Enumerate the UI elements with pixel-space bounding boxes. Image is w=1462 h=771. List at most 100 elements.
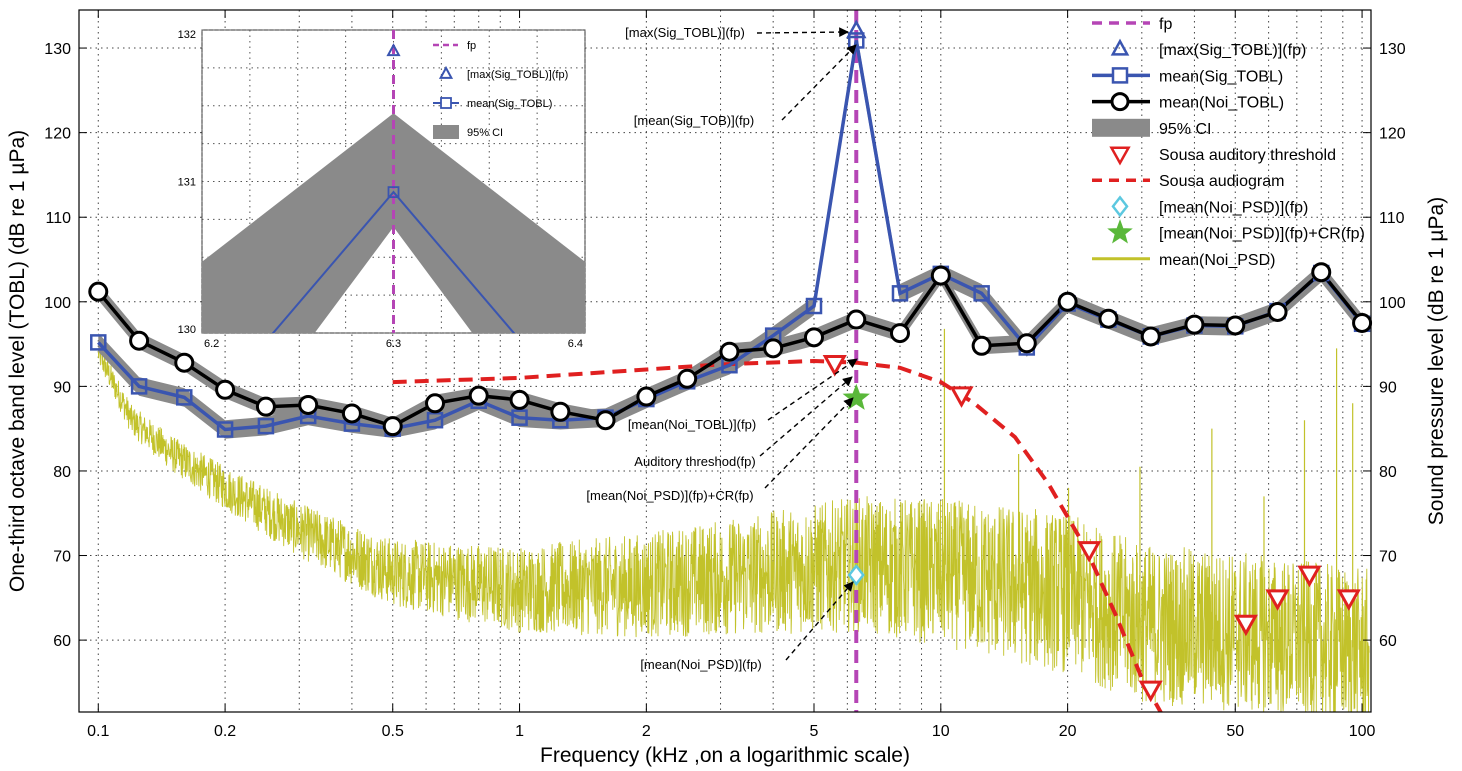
noise-point xyxy=(930,265,951,286)
threshold-point xyxy=(1138,680,1163,703)
legend-swatch xyxy=(1109,146,1131,166)
y-tick-label-left: 130 xyxy=(44,41,71,58)
legend-swatch xyxy=(1111,195,1129,218)
legend: fp [max(Sig_TOBL)](fp) mean(Sig_TOBL) mean(… xyxy=(1092,16,1365,269)
noise-point xyxy=(468,385,489,406)
y-axis-label-left: One-third octave band level (TOBL) (dB r… xyxy=(6,130,29,592)
legend-label: [mean(Noi_PSD)](fp)+CR(fp) xyxy=(1159,226,1365,243)
inset-legend-swatch-marker xyxy=(440,97,452,109)
marker-layer xyxy=(88,19,1373,703)
noise-point xyxy=(129,330,150,351)
noise-point xyxy=(971,335,992,356)
noise-point xyxy=(595,410,616,431)
annotation-label: [max(Sig_TOBL)](fp) xyxy=(625,25,745,40)
noise-point xyxy=(763,338,784,359)
y-tick-label-left: 120 xyxy=(44,126,71,143)
inset-x-tick-label: 6.2 xyxy=(204,338,219,350)
noise-point xyxy=(1311,262,1332,283)
annotation-label: [mean(Sig_TOB)](fp) xyxy=(634,113,754,128)
inset-x-tick-label: 6.4 xyxy=(568,338,583,350)
annotation-arrow xyxy=(785,581,854,661)
inset-signal-point xyxy=(387,186,400,199)
inset-y-tick-label: 130 xyxy=(178,324,196,336)
noise-point xyxy=(341,403,362,424)
signal-point xyxy=(257,417,275,435)
x-tick-label: 0.5 xyxy=(382,723,404,740)
x-tick-label: 20 xyxy=(1059,723,1077,740)
signal-point xyxy=(130,378,148,395)
annotation-layer: [max(Sig_TOBL)](fp) [mean(Sig_TOB)](fp) [m… xyxy=(586,25,858,672)
x-tick-label: 10 xyxy=(932,723,950,740)
legend-label: [mean(Noi_PSD)](fp) xyxy=(1159,199,1308,216)
noise-psd-fp-point xyxy=(847,563,865,587)
annotation-arrow xyxy=(759,376,853,457)
annotation-label: [mean(Noi_TOBL)](fp) xyxy=(628,417,756,432)
legend-label: 95% CI xyxy=(1159,121,1211,138)
inset-max-point xyxy=(386,43,401,57)
legend-swatch-marker xyxy=(1111,67,1129,84)
y-tick-label-right: 130 xyxy=(1379,41,1406,58)
legend-swatch-marker xyxy=(1110,92,1130,112)
legend-label: mean(Noi_TOBL) xyxy=(1159,95,1284,112)
signal-point xyxy=(973,285,990,302)
y-tick-label-right: 110 xyxy=(1379,210,1405,227)
sousa-audiogram-line xyxy=(392,358,1163,712)
inset-signal-line xyxy=(271,190,516,333)
legend-label: [max(Sig_TOBL)](fp) xyxy=(1159,42,1306,59)
annotation-label: [mean(Noi_PSD)](fp) xyxy=(640,657,761,672)
y-tick-label-left: 90 xyxy=(53,379,71,396)
inset-x-tick-label: 6.3 xyxy=(386,338,401,350)
y-tick-label-right: 70 xyxy=(1379,549,1397,566)
noise-point xyxy=(1016,333,1037,354)
y-tick-label-left: 100 xyxy=(44,295,71,312)
threshold-point xyxy=(822,355,847,377)
noise-point xyxy=(889,323,910,344)
axis-ticks: 0.1 0.2 0.5 1 2 5 10 20 50 100 60 60 70 70 80 80 90 90 100… xyxy=(44,10,1406,740)
signal-point xyxy=(176,389,193,406)
threshold-point xyxy=(1336,589,1361,611)
legend-label: fp xyxy=(1159,16,1172,33)
legend-label: mean(Sig_TOBL) xyxy=(1159,68,1283,85)
noise-point xyxy=(382,416,403,437)
noise-point xyxy=(425,393,446,414)
noise-point xyxy=(719,341,740,362)
noise-point xyxy=(550,401,571,422)
inset-y-tick-label: 132 xyxy=(178,29,196,41)
noise-point xyxy=(174,352,195,373)
annotation-label: [mean(Noi_PSD)](fp)+CR(fp) xyxy=(586,488,753,503)
noise-point xyxy=(803,327,824,348)
threshold-point xyxy=(1233,614,1258,637)
y-axis-label-right: Sound pressure level (dB re 1 µPa) xyxy=(1425,197,1448,525)
main-plot-frame xyxy=(78,9,1372,713)
threshold-point xyxy=(949,386,974,408)
inset-legend-label: [max(Sig_TOBL)](fp) xyxy=(467,69,568,81)
x-tick-label: 100 xyxy=(1349,723,1376,740)
inset-chart: 6.2 6.3 6.4 130 131 132 fp [max(Sig_TOBL)](fp)… xyxy=(178,29,586,350)
noise-point xyxy=(255,396,276,417)
signal-point xyxy=(216,421,234,438)
x-axis-label: Frequency (kHz ,on a logarithmic scale) xyxy=(540,744,910,767)
signal-point xyxy=(511,409,528,426)
signal-point xyxy=(805,297,823,315)
noise-point xyxy=(215,379,236,400)
y-tick-label-left: 60 xyxy=(53,633,71,650)
max-signal-point xyxy=(846,19,867,39)
x-tick-label: 5 xyxy=(810,723,819,740)
legend-label: Sousa auditory threshold xyxy=(1159,147,1336,164)
x-tick-label: 0.1 xyxy=(87,723,109,740)
threshold-point xyxy=(1077,541,1102,563)
y-tick-label-right: 120 xyxy=(1379,126,1406,143)
critical-ratio-point xyxy=(842,383,870,410)
legend-swatch xyxy=(1092,118,1150,137)
legend-swatch xyxy=(1110,38,1130,56)
inset-series xyxy=(202,30,585,333)
y-tick-label-right: 60 xyxy=(1379,633,1397,650)
annotation-arrow xyxy=(764,397,854,489)
inset-legend-swatch xyxy=(438,65,454,79)
noise-point xyxy=(1140,326,1161,347)
noise-psd-layer xyxy=(97,328,1370,712)
threshold-point xyxy=(1265,589,1290,611)
y-tick-label-left: 110 xyxy=(45,210,71,227)
signal-point xyxy=(90,334,107,351)
